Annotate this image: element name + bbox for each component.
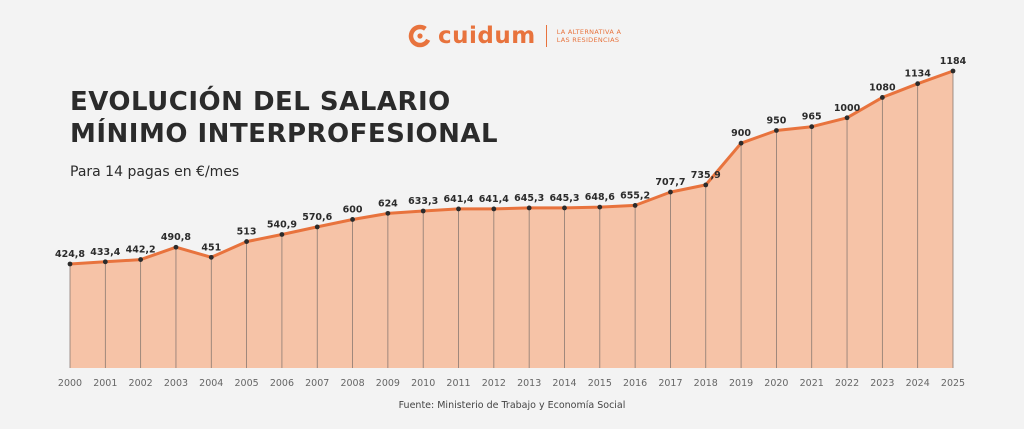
- data-point-2012: [491, 206, 497, 212]
- data-label-2005: 513: [237, 227, 257, 238]
- page-title: EVOLUCIÓN DEL SALARIO MÍNIMO INTERPROFES…: [70, 86, 498, 150]
- brand-name: cuidum: [438, 23, 536, 49]
- brand-tagline-line2: LAS RESIDENCIAS: [556, 36, 620, 44]
- x-tick-label-2024: 2024: [906, 378, 930, 389]
- x-tick-label-2022: 2022: [835, 378, 859, 389]
- page-title-line1: EVOLUCIÓN DEL SALARIO: [70, 87, 451, 117]
- x-tick-label-2003: 2003: [164, 378, 188, 389]
- data-label-2000: 424,8: [55, 249, 85, 260]
- data-point-2023: [879, 95, 885, 100]
- x-tick-label-2001: 2001: [93, 378, 117, 389]
- data-point-2014: [562, 205, 567, 211]
- data-label-2008: 600: [343, 204, 363, 215]
- x-tick-label-2002: 2002: [129, 378, 153, 389]
- data-point-2025: [950, 68, 956, 74]
- data-point-2013: [526, 205, 532, 211]
- data-point-2007: [314, 224, 320, 230]
- data-label-2002: 442,2: [126, 245, 156, 256]
- data-point-2016: [632, 203, 638, 208]
- data-label-2004: 451: [201, 242, 221, 253]
- x-tick-label-2018: 2018: [694, 378, 718, 389]
- data-label-2003: 490,8: [161, 232, 191, 243]
- data-label-2024: 1134: [904, 69, 931, 80]
- data-point-2000: [67, 261, 73, 267]
- x-tick-label-2004: 2004: [199, 378, 223, 389]
- data-label-2011: 641,4: [443, 194, 473, 205]
- brand-tagline-line1: LA ALTERNATIVA A: [556, 28, 622, 36]
- data-point-2019: [738, 140, 744, 146]
- data-label-2018: 735,9: [691, 170, 721, 181]
- x-tick-label-2016: 2016: [623, 378, 647, 389]
- data-point-2010: [420, 208, 426, 214]
- x-tick-label-2008: 2008: [340, 378, 364, 389]
- brand-tagline: LA ALTERNATIVA A LAS RESIDENCIAS: [557, 28, 622, 44]
- logo-divider: [545, 25, 547, 47]
- data-label-2021: 965: [802, 112, 822, 123]
- data-point-2015: [597, 204, 603, 210]
- data-point-2006: [279, 232, 285, 237]
- data-point-2011: [456, 206, 461, 212]
- data-point-2022: [844, 115, 850, 121]
- x-tick-label-2005: 2005: [235, 378, 259, 389]
- data-point-2003: [173, 244, 179, 250]
- x-tick-label-2013: 2013: [517, 378, 541, 389]
- x-tick-label-2021: 2021: [800, 378, 824, 389]
- data-label-2017: 707,7: [655, 177, 685, 188]
- x-tick-label-2019: 2019: [729, 378, 753, 389]
- data-label-2020: 950: [766, 115, 786, 126]
- data-label-2006: 540,9: [267, 219, 297, 230]
- x-tick-label-2014: 2014: [552, 378, 576, 389]
- data-point-2001: [102, 259, 108, 265]
- data-point-2021: [809, 124, 815, 130]
- data-label-2016: 655,2: [620, 190, 650, 201]
- data-label-2001: 433,4: [90, 247, 120, 258]
- data-point-2005: [244, 239, 250, 244]
- data-label-2012: 641,4: [479, 194, 509, 205]
- x-tick-label-2023: 2023: [870, 378, 894, 389]
- data-label-2023: 1080: [869, 82, 896, 93]
- data-point-2002: [138, 257, 144, 262]
- data-label-2013: 645,3: [514, 193, 544, 204]
- data-label-2019: 900: [731, 128, 751, 139]
- x-tick-label-2011: 2011: [446, 378, 470, 389]
- data-point-2009: [385, 210, 391, 216]
- data-point-2004: [208, 254, 214, 260]
- page-title-line2: MÍNIMO INTERPROFESIONAL: [70, 119, 499, 149]
- data-label-2007: 570,6: [302, 212, 332, 223]
- x-tick-label-2020: 2020: [764, 378, 788, 389]
- x-tick-label-2025: 2025: [941, 378, 965, 389]
- x-tick-label-2006: 2006: [270, 378, 294, 389]
- cuidum-logo-icon: [408, 24, 432, 48]
- x-tick-label-2000: 2000: [58, 378, 82, 389]
- data-point-2017: [668, 189, 673, 195]
- source-note: Fuente: Ministerio de Trabajo y Economía…: [398, 400, 626, 411]
- x-tick-label-2009: 2009: [376, 378, 400, 389]
- data-point-2008: [350, 217, 355, 222]
- x-tick-label-2010: 2010: [411, 378, 435, 389]
- page-subtitle: Para 14 pagas en €/mes: [70, 164, 240, 180]
- data-label-2025: 1184: [940, 56, 967, 67]
- data-label-2022: 1000: [834, 103, 861, 114]
- data-label-2015: 648,6: [585, 192, 615, 203]
- series-line: [69, 69, 954, 266]
- data-point-2018: [703, 182, 709, 188]
- area-fill: [70, 71, 953, 368]
- x-tick-label-2012: 2012: [482, 378, 506, 389]
- data-label-2010: 633,3: [408, 196, 438, 207]
- data-label-2009: 624: [378, 198, 398, 209]
- data-label-2014: 645,3: [549, 193, 579, 204]
- x-tick-label-2017: 2017: [658, 378, 682, 389]
- x-tick-label-2015: 2015: [588, 378, 612, 389]
- x-tick-label-2007: 2007: [305, 378, 329, 389]
- data-point-2024: [915, 81, 921, 87]
- data-point-2020: [774, 128, 779, 133]
- brand-logo: cuidum LA ALTERNATIVA A LAS RESIDENCIAS: [408, 24, 621, 48]
